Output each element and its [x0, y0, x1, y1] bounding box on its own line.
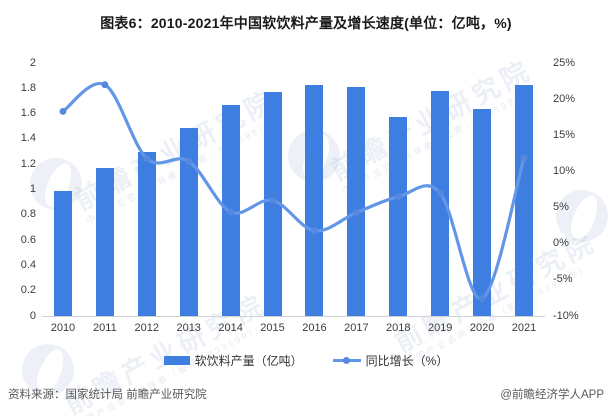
bar-2015	[263, 92, 282, 316]
x-tick-2019: 2019	[427, 322, 453, 334]
growth-point-2015	[269, 196, 276, 204]
legend-item-growth: 同比增长（%）	[332, 352, 449, 369]
bar-2013	[179, 127, 198, 316]
plot-area	[42, 63, 545, 317]
x-tick-2012: 2012	[134, 322, 160, 334]
bar-2017	[347, 87, 366, 316]
x-tick-2018: 2018	[386, 322, 411, 334]
bar-2020	[473, 108, 492, 316]
x-tick-2014: 2014	[218, 322, 243, 334]
legend-bar-label: 软饮料产量（亿吨）	[194, 353, 303, 368]
y-tick-left: 1.6	[20, 107, 36, 120]
growth-point-2010	[59, 108, 67, 115]
growth-point-2011	[101, 81, 109, 89]
y-tick-right: 20%	[553, 92, 576, 105]
y-tick-left: 0	[29, 309, 36, 322]
x-tick-2016: 2016	[302, 322, 327, 334]
y-tick-left: 2	[29, 56, 36, 69]
x-tick-2011: 2011	[93, 322, 117, 334]
source-text: 资料来源：国家统计局 前瞻产业研究院	[8, 389, 207, 401]
growth-point-2021	[520, 154, 528, 162]
y-tick-right: 10%	[553, 164, 576, 177]
bar-2018	[389, 117, 408, 316]
bar-2011	[95, 168, 114, 316]
y-tick-left: 1	[29, 183, 36, 195]
legend-line-label: 同比增长（%）	[365, 353, 449, 368]
growth-point-2017	[352, 209, 360, 217]
y-tick-right: -5%	[553, 273, 573, 286]
growth-point-2016	[311, 227, 318, 235]
y-axis-left: 2 1.8 1.6 1.4 1.2 1 0.8 0.6 0.4 0.2 0	[0, 57, 36, 322]
x-tick-2015: 2015	[260, 322, 285, 334]
y-tick-right: -10%	[553, 309, 579, 322]
legend-item-production: 软饮料产量（亿吨）	[163, 352, 303, 369]
y-tick-left: 1.4	[20, 132, 36, 145]
credit-text: @前瞻经济学人APP	[500, 389, 604, 401]
y-tick-left: 0.4	[20, 258, 36, 271]
legend-line-marker-icon	[342, 356, 350, 364]
x-tick-2021: 2021	[511, 322, 537, 334]
growth-point-2019	[436, 189, 444, 197]
growth-point-2018	[394, 193, 402, 201]
x-axis-labels: 2010 2011 2012 2013 2014 2015 2016 2017 2018 2019…	[42, 322, 545, 336]
y-tick-left: 1.2	[20, 157, 36, 170]
footer: 资料来源：国家统计局 前瞻产业研究院 @前瞻经济学人APP	[8, 386, 604, 402]
chart-title: 图表6：2010-2021年中国软饮料产量及增长速度(单位：亿吨，%)	[100, 15, 512, 31]
legend-bar-swatch	[163, 355, 190, 365]
growth-point-2012	[143, 155, 151, 162]
growth-line-chart	[59, 81, 528, 303]
y-axis-right: 25% 20% 15% 10% 5% 0% -5% -10%	[553, 57, 611, 322]
bar-2019	[431, 90, 450, 316]
bar-2016	[305, 84, 324, 316]
y-tick-right: 0%	[553, 237, 569, 250]
legend-line-swatch	[332, 356, 361, 365]
bar-2021	[515, 84, 534, 316]
x-tick-2013: 2013	[176, 322, 201, 334]
y-tick-right: 15%	[553, 128, 576, 141]
growth-point-2020	[478, 295, 486, 303]
x-tick-2017: 2017	[344, 322, 369, 334]
growth-line-path	[61, 81, 526, 301]
legend: 软饮料产量（亿吨） 同比增长（%）	[0, 352, 612, 368]
growth-point-2014	[227, 208, 235, 216]
bar-2012	[137, 151, 156, 316]
y-tick-left: 0.6	[20, 233, 36, 246]
growth-point-2013	[185, 157, 193, 165]
y-tick-left: 0.2	[20, 284, 36, 297]
x-tick-2010: 2010	[50, 322, 76, 334]
bar-2010	[53, 190, 72, 316]
y-tick-right: 5%	[553, 201, 569, 214]
x-tick-2020: 2020	[469, 322, 495, 334]
y-tick-right: 25%	[553, 56, 576, 69]
y-tick-left: 0.8	[20, 208, 36, 221]
y-tick-left: 1.8	[20, 81, 36, 94]
